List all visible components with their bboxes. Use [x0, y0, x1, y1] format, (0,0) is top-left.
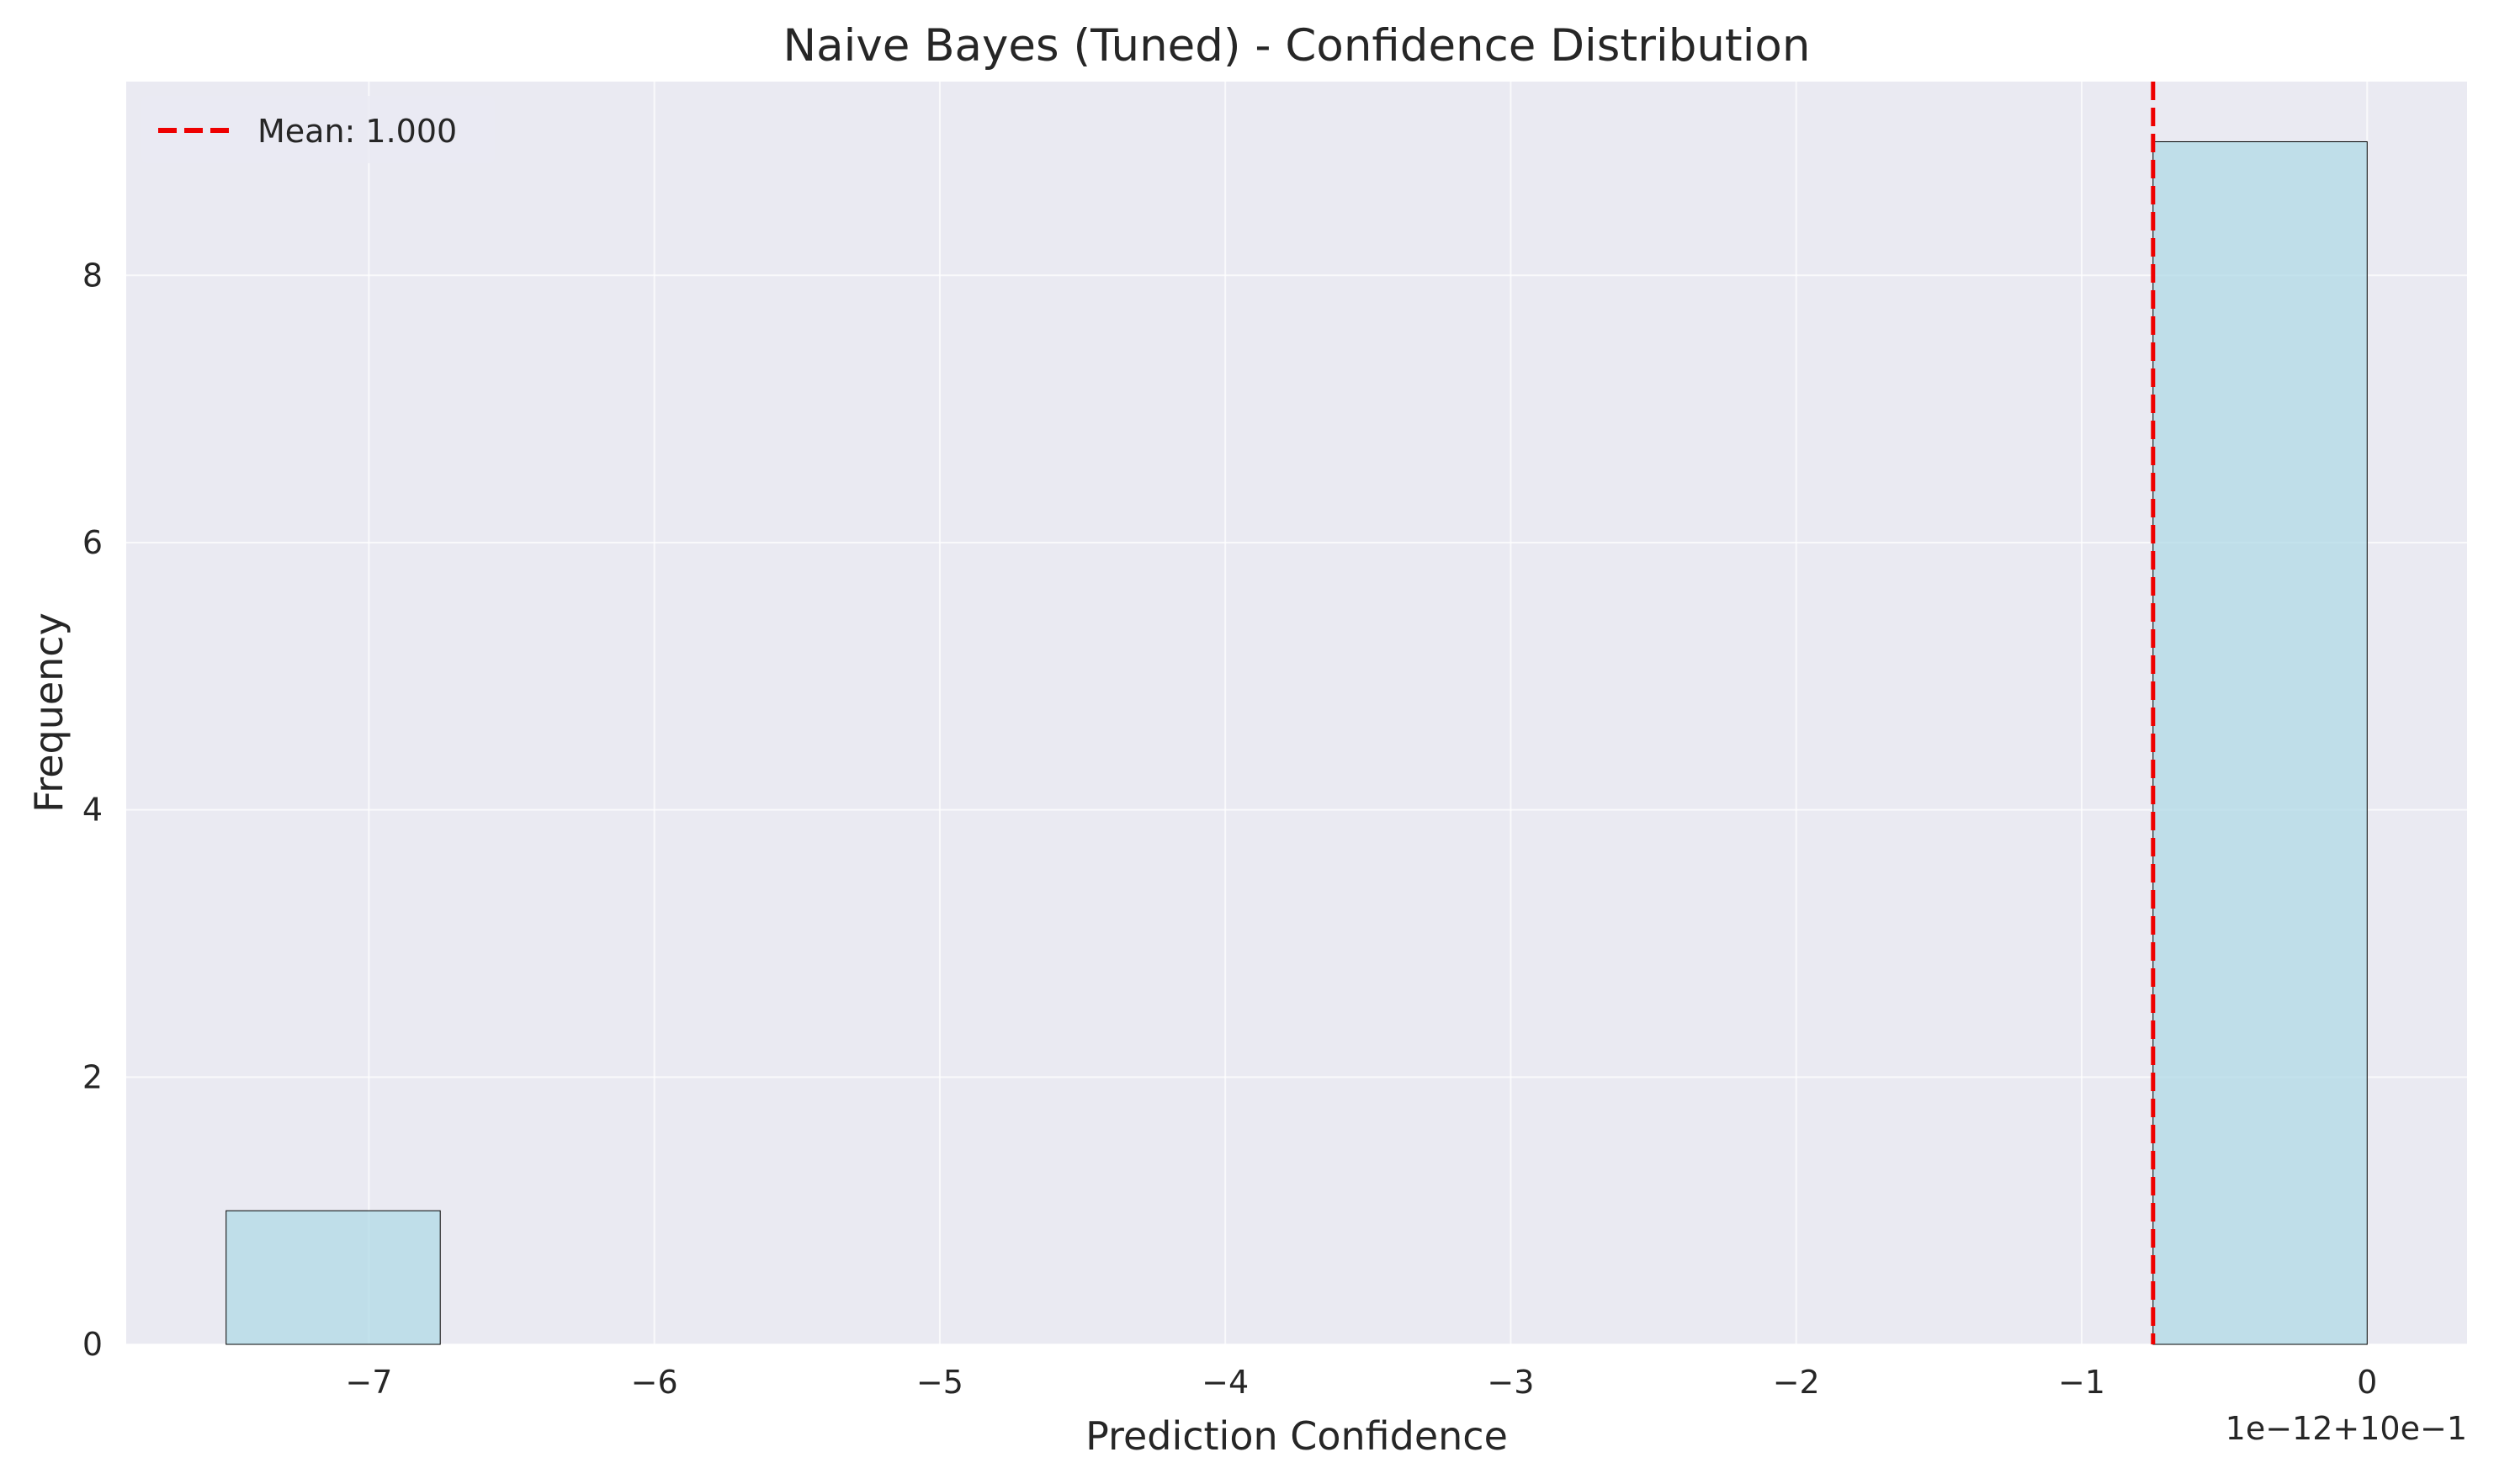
- histogram-bar-0: [226, 1210, 441, 1345]
- y-axis-label: Frequency: [26, 612, 72, 813]
- x-tick-label-3: −4: [1202, 1364, 1249, 1401]
- x-axis-ticks: −7 −6 −5 −4 −3 −2 −1 0: [345, 1364, 2377, 1401]
- y-tick-label-3: 6: [82, 524, 103, 561]
- x-tick-label-0: −7: [345, 1364, 392, 1401]
- legend-mean-label: Mean: 1.000: [257, 113, 457, 150]
- grid-lines: [126, 82, 2467, 1345]
- y-tick-label-4: 8: [82, 257, 103, 294]
- chart-title: Naive Bayes (Tuned) - Confidence Distrib…: [783, 20, 1811, 72]
- legend-box: [141, 96, 495, 163]
- histogram-bars: [226, 140, 2368, 1345]
- y-axis-ticks: 0 2 4 6 8: [82, 257, 103, 1363]
- x-tick-label-4: −3: [1487, 1364, 1534, 1401]
- y-tick-label-0: 0: [82, 1326, 103, 1363]
- x-tick-label-6: −1: [2058, 1364, 2105, 1401]
- x-tick-label-7: 0: [2357, 1364, 2377, 1401]
- x-tick-label-5: −2: [1773, 1364, 1820, 1401]
- y-tick-label-2: 4: [82, 792, 103, 829]
- x-offset-label: 1e−12+10e−1: [2226, 1410, 2467, 1447]
- histogram-bar-1: [2152, 140, 2368, 1345]
- x-axis-label: Prediction Confidence: [1085, 1413, 1508, 1459]
- legend: Mean: 1.000: [141, 96, 495, 163]
- x-tick-label-1: −6: [631, 1364, 678, 1401]
- plot-background: [126, 82, 2467, 1344]
- y-tick-label-1: 2: [82, 1058, 103, 1095]
- x-tick-label-2: −5: [916, 1364, 963, 1401]
